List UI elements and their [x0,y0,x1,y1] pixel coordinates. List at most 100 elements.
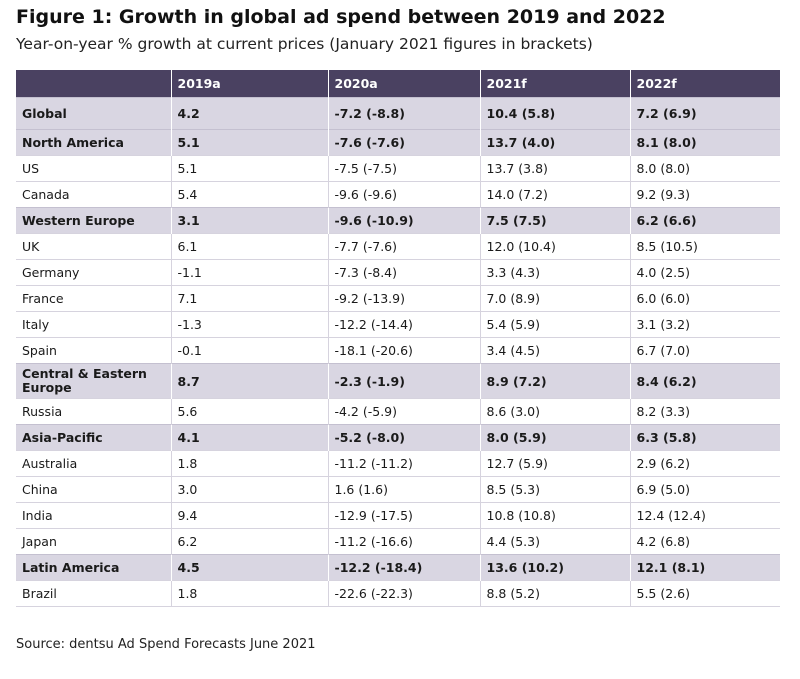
table-row: France 7.1 -9.2 (-13.9) 7.0 (8.9) 6.0 (6.0) [16,285,780,312]
row-label: Spain [16,337,171,364]
row-label: China [16,476,171,503]
row-label: Japan [16,528,171,555]
value-cell: -1.3 [170,311,328,338]
value-cell: 6.2 (6.6) [629,207,780,234]
value-cell: -11.2 (-16.6) [327,528,480,555]
value-cell: 5.1 [170,129,328,156]
value-cell: 1.6 (1.6) [327,476,480,503]
value-cell: -7.5 (-7.5) [327,155,480,182]
row-label: Central & Eastern Europe [16,363,171,399]
table-row: China 3.0 1.6 (1.6) 8.5 (5.3) 6.9 (5.0) [16,476,780,503]
value-cell: 4.5 [170,554,328,581]
value-cell: -11.2 (-11.2) [327,450,480,477]
value-cell: 12.7 (5.9) [479,450,630,477]
value-cell: -2.3 (-1.9) [327,363,480,399]
value-cell: 8.1 (8.0) [629,129,780,156]
header-cell-2022f: 2022f [629,70,780,98]
table-row: Canada 5.4 -9.6 (-9.6) 14.0 (7.2) 9.2 (9.3) [16,181,780,208]
row-label: Germany [16,259,171,286]
row-label: Latin America [16,554,171,581]
value-cell: 4.0 (2.5) [629,259,780,286]
row-label: Brazil [16,580,171,607]
value-cell: 6.3 (5.8) [629,424,780,451]
value-cell: 7.2 (6.9) [629,97,780,130]
value-cell: -18.1 (-20.6) [327,337,480,364]
value-cell: 8.7 [170,363,328,399]
table-row: Japan 6.2 -11.2 (-16.6) 4.4 (5.3) 4.2 (6.8) [16,528,780,555]
table-row: Global 4.2 -7.2 (-8.8) 10.4 (5.8) 7.2 (6.9) [16,97,780,130]
value-cell: 9.2 (9.3) [629,181,780,208]
value-cell: -7.7 (-7.6) [327,233,480,260]
header-cell-2020a: 2020a [327,70,480,98]
value-cell: 3.4 (4.5) [479,337,630,364]
value-cell: 7.5 (7.5) [479,207,630,234]
value-cell: 1.8 [170,580,328,607]
value-cell: 8.5 (5.3) [479,476,630,503]
value-cell: 6.7 (7.0) [629,337,780,364]
table-row: Asia-Pacific 4.1 -5.2 (-8.0) 8.0 (5.9) 6.3 (… [16,424,780,451]
row-label: US [16,155,171,182]
value-cell: -4.2 (-5.9) [327,398,480,425]
row-label: France [16,285,171,312]
value-cell: 8.8 (5.2) [479,580,630,607]
ad-spend-table: 2019a 2020a 2021f 2022f Global 4.2 -7.2 (-… [16,70,780,607]
table-row: Russia 5.6 -4.2 (-5.9) 8.6 (3.0) 8.2 (3.3) [16,398,780,425]
value-cell: 10.4 (5.8) [479,97,630,130]
row-label: Western Europe [16,207,171,234]
value-cell: 4.2 (6.8) [629,528,780,555]
value-cell: 13.6 (10.2) [479,554,630,581]
value-cell: 14.0 (7.2) [479,181,630,208]
value-cell: 6.2 [170,528,328,555]
table-row: Central & Eastern Europe 8.7 -2.3 (-1.9) 8.… [16,363,780,399]
value-cell: 8.9 (7.2) [479,363,630,399]
value-cell: -9.6 (-10.9) [327,207,480,234]
figure-subtitle: Year-on-year % growth at current prices … [16,35,593,53]
row-label: North America [16,129,171,156]
value-cell: 5.6 [170,398,328,425]
table-row: Latin America 4.5 -12.2 (-18.4) 13.6 (10.2)… [16,554,780,581]
table-body: Global 4.2 -7.2 (-8.8) 10.4 (5.8) 7.2 (6.9) N… [16,97,780,607]
value-cell: 4.2 [170,97,328,130]
row-label: Italy [16,311,171,338]
value-cell: 5.4 [170,181,328,208]
table-row: Australia 1.8 -11.2 (-11.2) 12.7 (5.9) 2.9 (… [16,450,780,477]
header-cell-2021f: 2021f [479,70,630,98]
value-cell: 12.1 (8.1) [629,554,780,581]
table-header-row: 2019a 2020a 2021f 2022f [16,70,780,98]
value-cell: 4.1 [170,424,328,451]
value-cell: 5.5 (2.6) [629,580,780,607]
table-row: India 9.4 -12.9 (-17.5) 10.8 (10.8) 12.4 (12… [16,502,780,529]
value-cell: 5.4 (5.9) [479,311,630,338]
value-cell: 5.1 [170,155,328,182]
value-cell: 3.1 (3.2) [629,311,780,338]
figure-title: Figure 1: Growth in global ad spend betw… [16,6,666,28]
row-label: Russia [16,398,171,425]
table-row: North America 5.1 -7.6 (-7.6) 13.7 (4.0) 8.1… [16,129,780,156]
value-cell: -9.6 (-9.6) [327,181,480,208]
value-cell: 9.4 [170,502,328,529]
row-label: India [16,502,171,529]
value-cell: 12.0 (10.4) [479,233,630,260]
table-row: Italy -1.3 -12.2 (-14.4) 5.4 (5.9) 3.1 (3.2) [16,311,780,338]
value-cell: 6.9 (5.0) [629,476,780,503]
value-cell: 3.3 (4.3) [479,259,630,286]
value-cell: 7.1 [170,285,328,312]
value-cell: -12.2 (-18.4) [327,554,480,581]
value-cell: -5.2 (-8.0) [327,424,480,451]
value-cell: -7.6 (-7.6) [327,129,480,156]
value-cell: -9.2 (-13.9) [327,285,480,312]
row-label: Global [16,97,171,130]
value-cell: 13.7 (4.0) [479,129,630,156]
row-label: Australia [16,450,171,477]
value-cell: 7.0 (8.9) [479,285,630,312]
table-row: UK 6.1 -7.7 (-7.6) 12.0 (10.4) 8.5 (10.5) [16,233,780,260]
value-cell: 10.8 (10.8) [479,502,630,529]
value-cell: -0.1 [170,337,328,364]
value-cell: 3.0 [170,476,328,503]
value-cell: 8.2 (3.3) [629,398,780,425]
source-note: Source: dentsu Ad Spend Forecasts June 2… [16,637,316,652]
table-row: Spain -0.1 -18.1 (-20.6) 3.4 (4.5) 6.7 (7.0) [16,337,780,364]
table-row: Germany -1.1 -7.3 (-8.4) 3.3 (4.3) 4.0 (2.5) [16,259,780,286]
value-cell: 12.4 (12.4) [629,502,780,529]
row-label: Canada [16,181,171,208]
